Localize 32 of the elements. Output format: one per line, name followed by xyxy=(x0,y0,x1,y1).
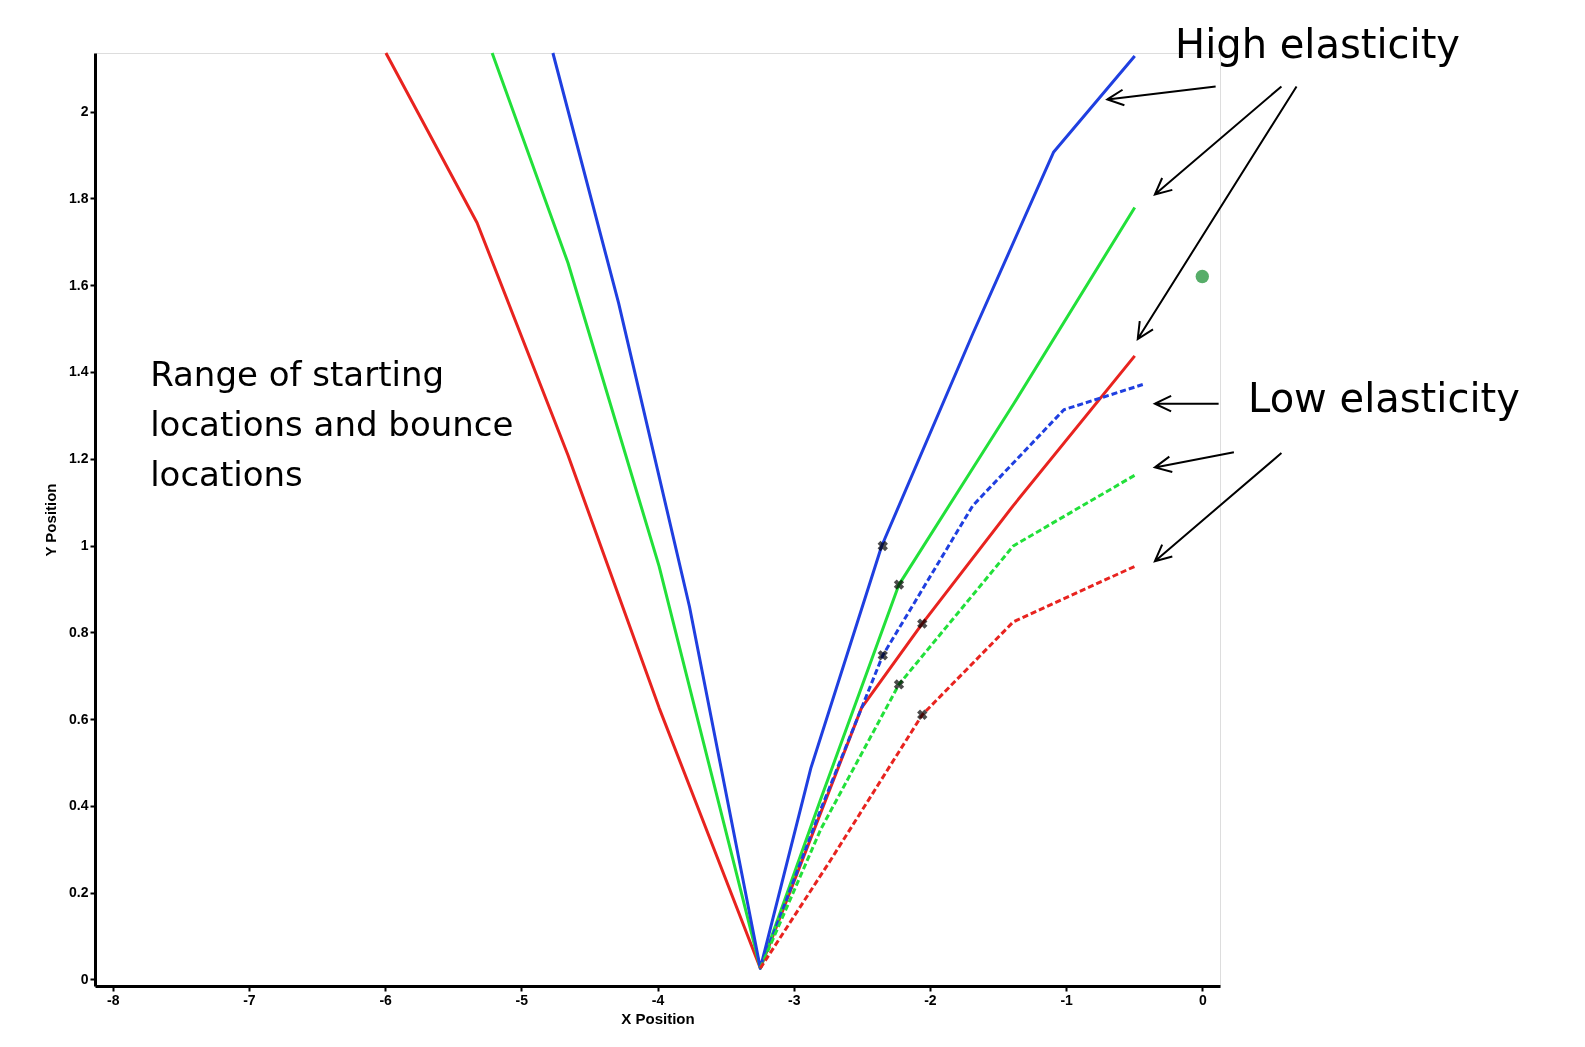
y-tick-label: 0 xyxy=(80,970,89,987)
annotation: Range of starting locations and bounce locations xyxy=(150,354,514,495)
y-tick-label: 0.6 xyxy=(69,710,89,727)
x-tick-label: -1 xyxy=(1060,991,1074,1008)
x-tick-label: -7 xyxy=(243,991,256,1008)
y-tick-label: 2 xyxy=(80,103,89,120)
annotation: High elasticity xyxy=(1175,21,1461,68)
point xyxy=(1195,269,1209,284)
point xyxy=(877,540,888,552)
x-tick-label: -3 xyxy=(787,991,801,1008)
point xyxy=(917,709,928,720)
text: Low elasticity xyxy=(1248,374,1520,421)
y-tick-label: 0.2 xyxy=(69,884,89,901)
y-tick-label: 1.4 xyxy=(69,363,89,380)
y-tick-label: 1.8 xyxy=(69,189,89,206)
y-axis-title: Y Position xyxy=(42,483,60,557)
x-tick-label: -4 xyxy=(651,991,665,1008)
x-tick-label: -8 xyxy=(106,991,120,1008)
x-tick-label: -2 xyxy=(924,991,937,1008)
point xyxy=(917,618,928,629)
point xyxy=(877,650,888,661)
x-tick-label: -6 xyxy=(379,991,393,1008)
y-tick-label: 1.6 xyxy=(69,276,89,293)
point xyxy=(893,579,905,590)
point xyxy=(893,679,905,690)
y-tick-label: 1.2 xyxy=(69,450,89,467)
y-tick-label: 0.4 xyxy=(69,797,89,814)
y-tick-label: 0.8 xyxy=(69,623,89,640)
x-tick-label: 0 xyxy=(1198,991,1207,1008)
y-tick-label: 1 xyxy=(80,537,89,554)
x-tick-label: -5 xyxy=(515,991,529,1008)
x-axis-title: X Position xyxy=(621,1009,695,1027)
